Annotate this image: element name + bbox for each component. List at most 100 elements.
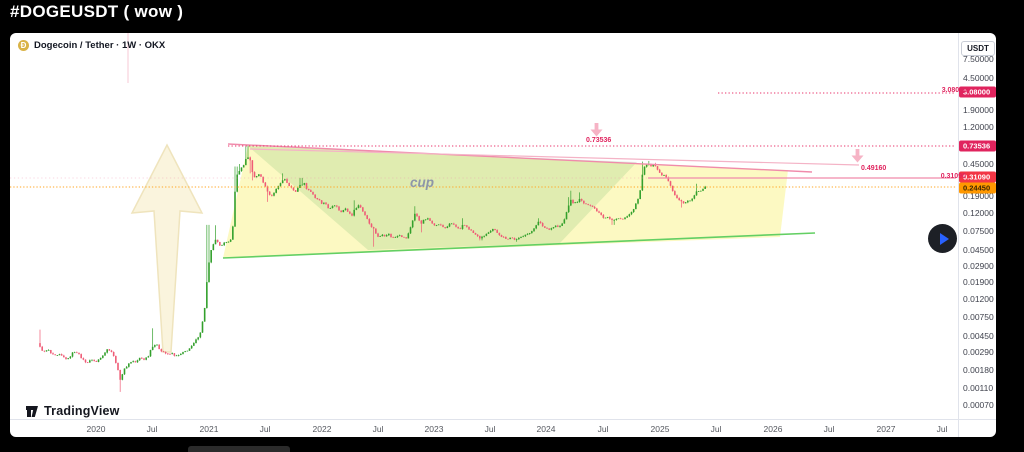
candle xyxy=(385,235,388,237)
candle xyxy=(314,194,316,198)
bottom-cutoff-element xyxy=(188,446,290,452)
candle xyxy=(104,352,106,356)
candle xyxy=(645,164,648,167)
candle xyxy=(665,174,667,178)
candle xyxy=(496,230,498,233)
time-axis-label: 2027 xyxy=(876,424,896,434)
candle xyxy=(554,225,557,228)
candle xyxy=(154,345,156,347)
candlestick-plot[interactable] xyxy=(10,33,958,419)
candle xyxy=(333,205,336,207)
candle xyxy=(147,356,150,358)
candle xyxy=(628,214,631,217)
candle xyxy=(671,185,674,192)
candle xyxy=(214,239,217,245)
candle xyxy=(193,343,195,346)
candle xyxy=(535,225,537,229)
candle xyxy=(515,239,518,240)
candle xyxy=(528,232,531,234)
page-title: #DOGEUSDT ( wow ) xyxy=(10,2,184,21)
candle xyxy=(585,203,587,205)
down-arrow-icon[interactable] xyxy=(855,149,860,156)
candle xyxy=(119,370,121,380)
candle xyxy=(422,219,425,224)
candle xyxy=(102,355,104,358)
candle xyxy=(312,191,314,195)
candle xyxy=(182,352,184,354)
candle xyxy=(700,190,702,192)
candle xyxy=(364,211,366,216)
candle xyxy=(284,179,286,181)
candle xyxy=(255,176,258,178)
symbol-header[interactable]: Ð Dogecoin / Tether · 1W · OKX xyxy=(18,40,165,51)
candle xyxy=(442,225,444,228)
upper-trendline[interactable] xyxy=(227,143,813,173)
support-trendline[interactable] xyxy=(222,232,816,259)
candle xyxy=(537,221,540,226)
price-tag-label: 0.31090 xyxy=(959,171,996,183)
candle xyxy=(598,211,600,213)
candle xyxy=(188,348,191,351)
currency-unit-badge[interactable]: USDT xyxy=(961,41,995,56)
candle xyxy=(680,200,683,202)
candle xyxy=(89,360,91,363)
candle xyxy=(524,234,527,237)
time-axis-label: Jul xyxy=(823,424,835,434)
candle xyxy=(288,182,290,186)
time-axis-label: Jul xyxy=(259,424,271,434)
candle xyxy=(463,225,466,226)
candle xyxy=(171,353,173,355)
candle xyxy=(99,357,102,360)
candle xyxy=(619,218,622,220)
candle xyxy=(502,236,505,238)
candle xyxy=(216,239,219,242)
candle xyxy=(368,218,371,224)
ray-level-label: 0.31090 xyxy=(940,173,966,180)
candle xyxy=(411,220,414,228)
bullish-arrow-drawing[interactable] xyxy=(130,143,204,353)
price-axis-label: 0.45000 xyxy=(963,159,994,169)
candle xyxy=(271,194,273,196)
time-axis-label: Jul xyxy=(710,424,722,434)
candle xyxy=(630,212,633,215)
candle xyxy=(115,356,117,363)
candle xyxy=(589,204,592,206)
price-axis-label: 0.00180 xyxy=(963,365,994,375)
candle xyxy=(576,201,579,203)
down-arrow-icon[interactable] xyxy=(594,123,599,130)
candle xyxy=(704,186,706,189)
down-arrow-icon[interactable] xyxy=(590,129,603,137)
candle xyxy=(177,355,180,356)
green-triangle-drawing[interactable] xyxy=(248,146,637,250)
candle xyxy=(110,350,113,352)
price-tag-label: 0.73536 xyxy=(959,140,996,152)
symbol-title[interactable]: Dogecoin / Tether · 1W · OKX xyxy=(34,40,166,51)
candle xyxy=(611,218,613,221)
candle xyxy=(342,210,345,213)
secondary-trendline[interactable] xyxy=(249,148,860,166)
candle xyxy=(173,353,176,356)
replay-play-button[interactable] xyxy=(928,224,957,253)
candle xyxy=(548,228,550,230)
peak-level-label: 0.73536 xyxy=(586,137,612,144)
price-axis-label: 0.00290 xyxy=(963,347,994,357)
yellow-triangle-drawing[interactable] xyxy=(223,146,788,258)
down-arrow-icon[interactable] xyxy=(851,155,864,163)
candle xyxy=(355,208,358,210)
candle xyxy=(128,363,130,367)
candle xyxy=(544,226,546,228)
candle xyxy=(121,374,124,380)
candle xyxy=(455,224,457,227)
candle xyxy=(210,250,212,263)
candle xyxy=(414,213,416,221)
candle xyxy=(401,235,403,237)
cup-annotation[interactable]: cup xyxy=(410,175,435,190)
candle xyxy=(511,237,514,239)
candle xyxy=(539,221,542,224)
candle xyxy=(448,223,451,227)
candle xyxy=(372,227,375,229)
candle xyxy=(650,164,652,167)
candle xyxy=(240,167,243,171)
candle xyxy=(162,351,165,353)
